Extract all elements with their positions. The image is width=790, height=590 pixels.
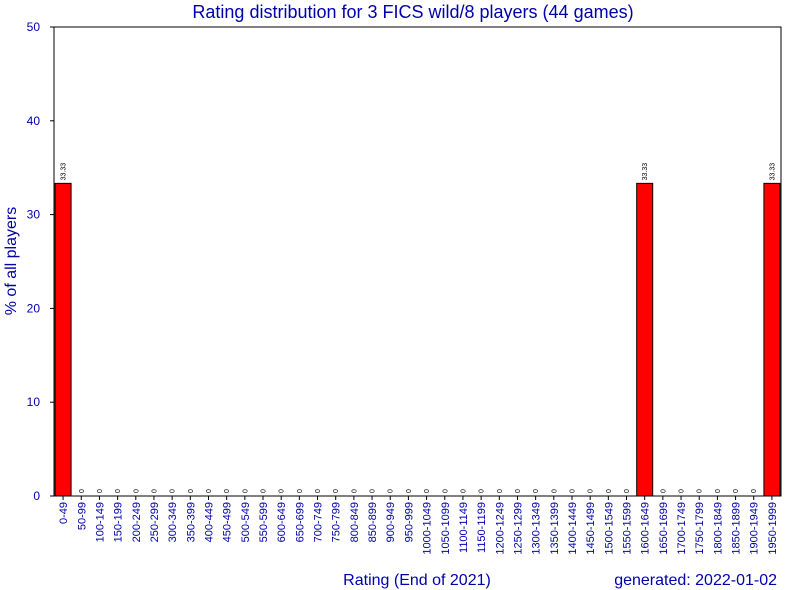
data-label: 0 (569, 489, 576, 493)
data-label: 0 (242, 489, 249, 493)
x-tick-label: 700-749 (313, 502, 325, 542)
x-tick-label: 1700-1749 (676, 502, 688, 555)
data-label: 0 (551, 489, 558, 493)
x-tick-label: 300-349 (167, 502, 179, 542)
x-tick-label: 0-49 (58, 502, 70, 524)
x-tick-label: 1050-1099 (440, 502, 452, 555)
data-label: 0 (679, 489, 686, 493)
data-label: 0 (660, 489, 667, 493)
x-tick-label: 1250-1299 (512, 502, 524, 555)
data-label: 0 (624, 489, 631, 493)
data-label: 33.33 (61, 163, 68, 181)
data-label: 0 (333, 489, 340, 493)
y-tick-label: 0 (33, 489, 40, 503)
x-tick-label: 1150-1199 (476, 502, 488, 553)
x-tick-label: 500-549 (240, 502, 252, 542)
x-tick-label: 1950-1999 (767, 502, 779, 555)
x-tick-label: 850-899 (367, 502, 379, 542)
x-tick-label: 1500-1549 (603, 502, 615, 555)
plot-area (53, 26, 782, 497)
x-tick-label: 1650-1699 (658, 502, 670, 555)
x-tick-label: 250-299 (149, 502, 161, 542)
y-tick-label: 50 (27, 20, 41, 34)
data-label: 0 (406, 489, 413, 493)
bar (636, 182, 654, 497)
x-tick-label: 200-249 (131, 502, 143, 542)
y-axis: 0 10 20 30 40 50 (27, 20, 54, 503)
x-tick-label: 1000-1049 (422, 502, 434, 555)
x-axis-title: Rating (End of 2021) (343, 572, 491, 589)
x-tick-label: 800-849 (349, 502, 361, 542)
bar (763, 182, 781, 497)
y-tick-label: 10 (27, 395, 41, 409)
y-tick-label: 30 (27, 208, 41, 222)
data-label: 0 (497, 489, 504, 493)
x-tick-label: 1300-1349 (531, 502, 543, 555)
data-label: 0 (315, 489, 322, 493)
data-label: 0 (133, 489, 140, 493)
data-label: 0 (442, 489, 449, 493)
x-tick-label: 1850-1899 (731, 502, 743, 555)
x-tick-label: 550-599 (258, 502, 270, 542)
x-tick-label: 1750-1799 (694, 502, 706, 555)
data-label: 0 (188, 489, 195, 493)
x-axis: 0-49 50-99 100-149 150-199 200-249 250-299 300… (58, 496, 779, 555)
chart-title: Rating distribution for 3 FICS wild/8 pl… (192, 2, 633, 22)
data-label: 0 (515, 489, 522, 493)
bars (54, 182, 781, 497)
x-tick-label: 1200-1249 (494, 502, 506, 555)
data-label: 0 (79, 489, 86, 493)
data-label: 0 (170, 489, 177, 493)
data-label: 33.33 (769, 163, 776, 181)
bar (54, 182, 72, 497)
x-tick-label: 1100-1149 (458, 502, 470, 553)
x-tick-label: 1400-1449 (567, 502, 579, 555)
x-tick-label: 1450-1499 (585, 502, 597, 555)
x-tick-label: 900-949 (385, 502, 397, 542)
x-tick-label: 950-999 (403, 502, 415, 542)
data-label: 0 (351, 489, 358, 493)
x-tick-label: 600-649 (276, 502, 288, 542)
data-label: 0 (424, 489, 431, 493)
data-label: 0 (151, 489, 158, 493)
data-label: 0 (224, 489, 231, 493)
y-tick-label: 20 (27, 301, 41, 315)
x-tick-label: 1550-1599 (622, 502, 634, 555)
data-labels: 33.33 0 0 0 0 0 0 0 0 0 0 0 0 0 0 0 0 0 0 0 0 0 0 0 0 0 0 0 0 0 0 0 33.3… (61, 163, 777, 493)
x-tick-label: 1350-1399 (549, 502, 561, 555)
data-label: 0 (751, 489, 758, 493)
data-label: 0 (279, 489, 286, 493)
data-label: 0 (297, 489, 304, 493)
data-label: 0 (370, 489, 377, 493)
x-tick-label: 450-499 (222, 502, 234, 542)
x-tick-label: 1600-1649 (640, 502, 652, 555)
x-tick-label: 100-149 (94, 502, 106, 542)
data-label: 0 (460, 489, 467, 493)
data-label: 0 (733, 489, 740, 493)
data-label: 0 (97, 489, 104, 493)
data-label: 0 (606, 489, 613, 493)
data-label: 0 (206, 489, 213, 493)
x-tick-label: 350-399 (185, 502, 197, 542)
data-label: 0 (479, 489, 486, 493)
x-tick-label: 50-99 (76, 502, 88, 530)
x-tick-label: 1900-1949 (749, 502, 761, 555)
data-label: 0 (261, 489, 268, 493)
x-tick-label: 650-699 (294, 502, 306, 542)
x-tick-label: 1800-1849 (712, 502, 724, 555)
data-label: 0 (588, 489, 595, 493)
y-axis-title: % of all players (3, 207, 20, 316)
y-tick-label: 40 (27, 114, 41, 128)
x-tick-label: 400-449 (203, 502, 215, 542)
data-label: 0 (697, 489, 704, 493)
generated-date: generated: 2022-01-02 (614, 572, 777, 589)
data-label: 0 (115, 489, 122, 493)
data-label: 0 (533, 489, 540, 493)
data-label: 0 (388, 489, 395, 493)
x-tick-label: 750-799 (331, 502, 343, 542)
data-label: 33.33 (642, 163, 649, 181)
x-tick-label: 150-199 (113, 502, 125, 542)
data-label: 0 (715, 489, 722, 493)
